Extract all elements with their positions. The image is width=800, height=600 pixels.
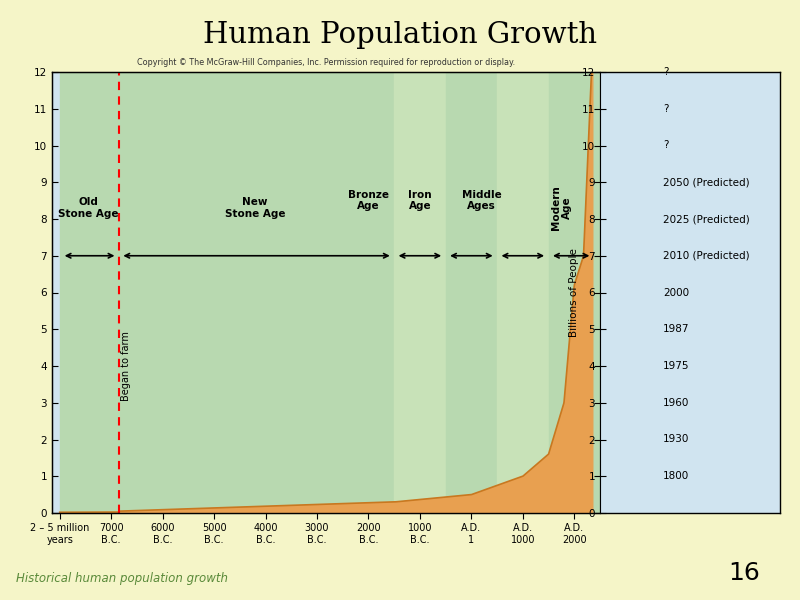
Text: ?: ?: [663, 67, 669, 77]
Y-axis label: Billions of People: Billions of People: [569, 248, 579, 337]
Text: 2000: 2000: [663, 287, 689, 298]
Text: Middle
Ages: Middle Ages: [462, 190, 502, 211]
Bar: [446, 72, 497, 513]
Text: Iron
Age: Iron Age: [408, 190, 432, 211]
Text: Human Population Growth: Human Population Growth: [203, 21, 597, 49]
Bar: [119, 72, 394, 513]
Bar: [394, 72, 446, 513]
Bar: [497, 72, 549, 513]
Text: ?: ?: [663, 104, 669, 114]
Text: ?: ?: [663, 140, 669, 151]
Text: 1800: 1800: [663, 471, 690, 481]
Text: Modern
Age: Modern Age: [550, 185, 572, 230]
Text: 2010 (Predicted): 2010 (Predicted): [663, 251, 750, 261]
Text: 1930: 1930: [663, 434, 690, 445]
Text: Copyright © The McGraw-Hill Companies, Inc. Permission required for reproduction: Copyright © The McGraw-Hill Companies, I…: [137, 58, 515, 67]
Text: Began to farm: Began to farm: [122, 331, 131, 401]
Bar: [60, 72, 119, 513]
Text: Bronze
Age: Bronze Age: [348, 190, 389, 211]
Text: 16: 16: [728, 561, 760, 585]
Text: 2025 (Predicted): 2025 (Predicted): [663, 214, 750, 224]
Bar: [549, 72, 600, 513]
Text: Historical human population growth: Historical human population growth: [16, 572, 228, 585]
Text: 2050 (Predicted): 2050 (Predicted): [663, 177, 750, 187]
Text: 1960: 1960: [663, 398, 690, 408]
Text: 1975: 1975: [663, 361, 690, 371]
Text: 1987: 1987: [663, 324, 690, 334]
Text: Old
Stone Age: Old Stone Age: [58, 197, 118, 219]
Text: New
Stone Age: New Stone Age: [225, 197, 286, 219]
